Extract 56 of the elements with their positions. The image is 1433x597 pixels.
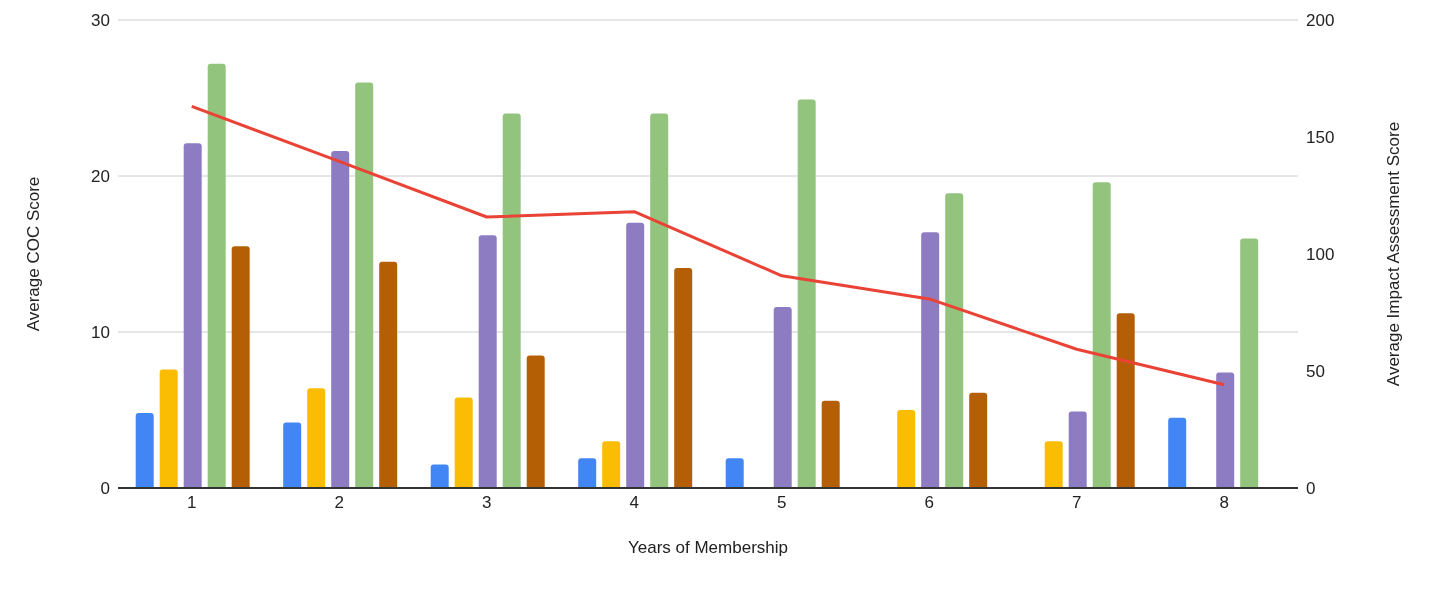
y2-tick-label: 150: [1306, 128, 1335, 148]
bar: [1116, 313, 1135, 488]
x-axis-title: Years of Membership: [627, 538, 789, 557]
y-tick-label: 20: [91, 167, 110, 187]
x-tick-label: 7: [1072, 493, 1082, 513]
bar: [1068, 411, 1087, 488]
bar: [502, 113, 521, 488]
bar: [307, 388, 326, 488]
bar: [526, 355, 545, 488]
y2-tick-label: 0: [1306, 479, 1316, 499]
bar: [626, 222, 645, 488]
bar: [650, 113, 669, 488]
x-tick-label: 5: [777, 493, 787, 513]
y-tick-label: 0: [100, 479, 110, 499]
x-tick-label: 1: [187, 493, 197, 513]
bar: [331, 151, 350, 488]
bar: [578, 458, 597, 488]
bar: [1240, 238, 1259, 488]
bar: [969, 392, 988, 488]
y2-axis-title: Average Impact Assessment Score: [1384, 121, 1404, 387]
bar: [1044, 441, 1063, 488]
y2-tick-label: 100: [1306, 245, 1335, 265]
x-tick-label: 3: [482, 493, 492, 513]
bar: [674, 268, 693, 488]
bar: [355, 82, 374, 488]
bar: [725, 458, 744, 488]
bar: [945, 193, 964, 488]
bar: [283, 422, 302, 488]
bar: [921, 232, 940, 488]
y2-tick-label: 50: [1306, 362, 1325, 382]
bar: [430, 464, 449, 488]
y-tick-label: 10: [91, 323, 110, 343]
bar: [478, 235, 497, 488]
bar: [379, 261, 398, 488]
y-tick-label: 30: [91, 11, 110, 31]
bar: [773, 307, 792, 488]
bar: [231, 246, 250, 488]
y-axis-title: Average COC Score: [24, 176, 44, 332]
bar: [602, 441, 621, 488]
x-tick-label: 4: [629, 493, 639, 513]
bar: [1168, 417, 1187, 488]
bar: [207, 63, 226, 488]
bar: [821, 400, 840, 488]
x-tick-label: 6: [924, 493, 934, 513]
x-tick-label: 8: [1219, 493, 1229, 513]
bar: [897, 410, 916, 488]
x-tick-label: 2: [334, 493, 344, 513]
bar: [1216, 372, 1235, 488]
bar: [1092, 182, 1111, 488]
bar: [454, 397, 473, 488]
y2-tick-label: 200: [1306, 11, 1335, 31]
line-series: [190, 104, 1226, 387]
bar: [797, 99, 816, 488]
bar: [183, 143, 202, 488]
bar: [135, 413, 154, 488]
bar: [159, 369, 178, 488]
